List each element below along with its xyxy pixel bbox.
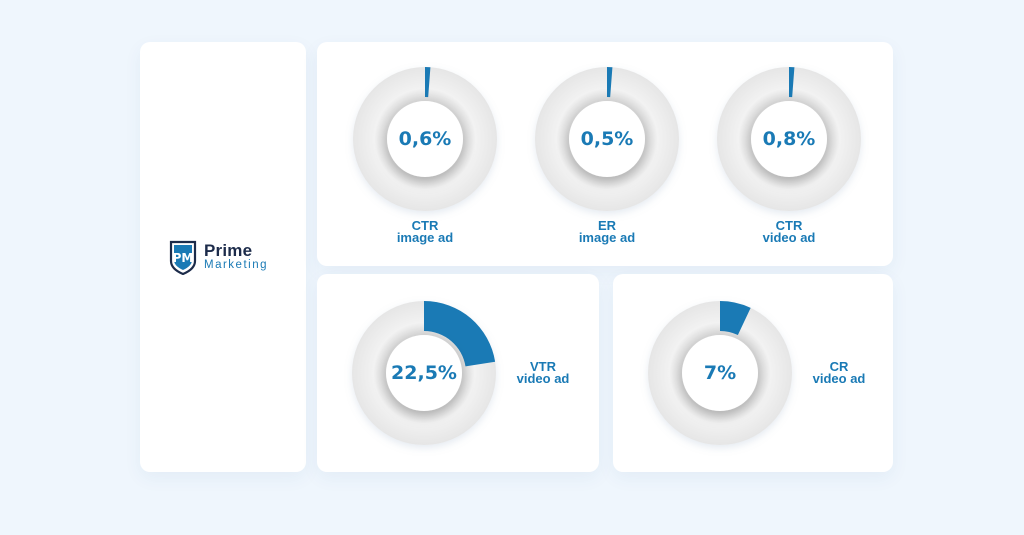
caption-metric: ER — [597, 218, 617, 233]
caption-ctr-image: CTR image ad — [365, 218, 485, 245]
caption-cr-video: CR video ad — [779, 359, 899, 386]
caption-metric: CTR — [775, 218, 803, 233]
donut-chart-cr-video: 7% — [648, 301, 792, 445]
donut-slice — [720, 301, 751, 335]
caption-type: image ad — [396, 230, 454, 245]
caption-er-image: ER image ad — [547, 218, 667, 245]
caption-type: video ad — [762, 230, 816, 245]
metric-value: 0,6% — [399, 128, 452, 150]
donut-slice — [789, 67, 795, 98]
metric-value: 0,8% — [763, 128, 816, 150]
donut-center — [387, 101, 463, 177]
caption-type: video ad — [516, 371, 570, 386]
shield-logo-icon: PM — [169, 240, 197, 275]
caption-ctr-video: CTR video ad — [729, 218, 849, 245]
logo-name: Prime — [204, 241, 253, 261]
caption-type: image ad — [578, 230, 636, 245]
donut-chart-vtr-video: 22,5% — [352, 301, 496, 445]
donut-center — [569, 101, 645, 177]
donut-center — [751, 101, 827, 177]
metric-value: 7% — [704, 362, 736, 384]
logo-mark-text: PM — [173, 251, 194, 265]
donut-center — [682, 335, 758, 411]
caption-metric: CTR — [411, 218, 439, 233]
donut-center — [386, 335, 462, 411]
donut-slice — [425, 67, 431, 98]
caption-vtr-video: VTR video ad — [483, 359, 603, 386]
caption-type: video ad — [812, 371, 866, 386]
metric-value: 0,5% — [581, 128, 634, 150]
donut-slice — [424, 301, 496, 367]
caption-metric: CR — [829, 359, 849, 374]
metric-value: 22,5% — [391, 362, 457, 384]
donut-chart-er-image: 0,5% — [535, 67, 679, 211]
donut-chart-ctr-image: 0,6% — [353, 67, 497, 211]
donut-chart-ctr-video: 0,8% — [717, 67, 861, 211]
logo-subtitle: Marketing — [204, 259, 268, 272]
caption-metric: VTR — [530, 359, 556, 374]
prime-marketing-logo: PM Prime Marketing — [168, 239, 268, 275]
donut-slice — [607, 67, 613, 98]
logo-card: PM Prime Marketing — [140, 42, 306, 472]
